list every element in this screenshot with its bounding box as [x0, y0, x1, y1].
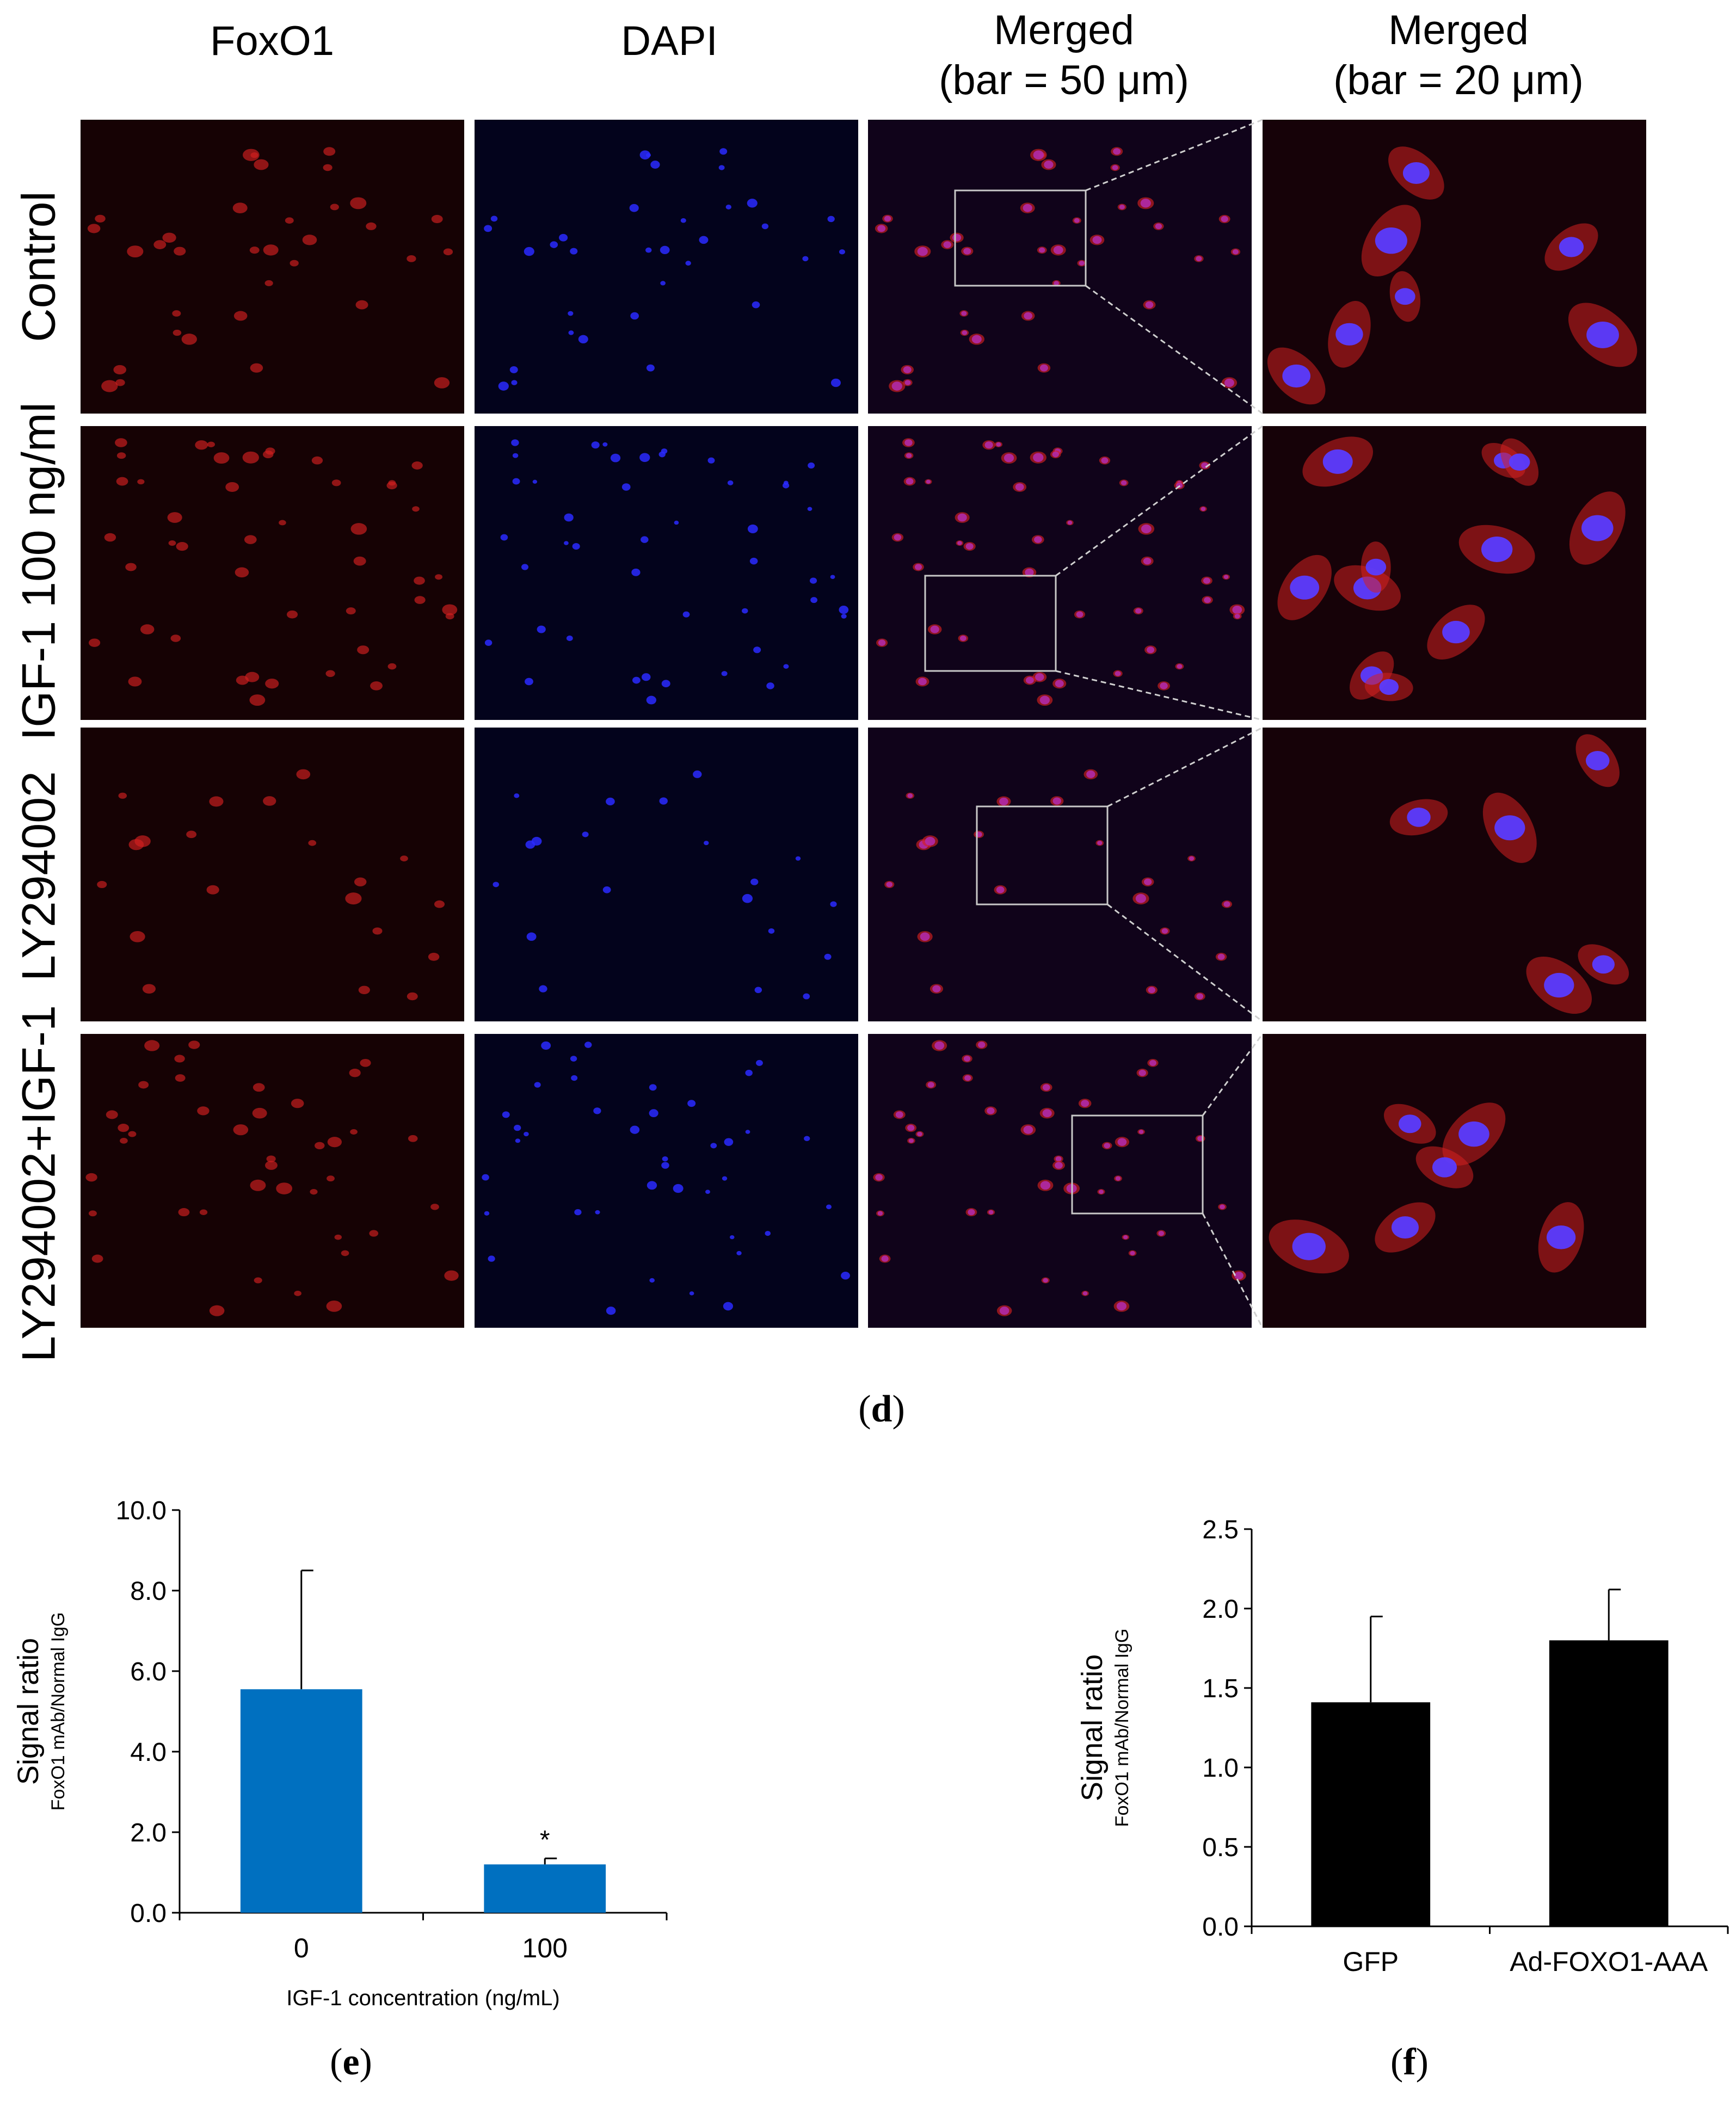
y-tick-label: 1.0: [1202, 1754, 1239, 1783]
column-header-line2: (bar = 20 μm): [1333, 57, 1584, 103]
x-axis-label: IGF-1 concentration (ng/mL): [286, 1986, 559, 2010]
micrograph-igf1-foxo1: [81, 426, 464, 720]
column-header-line1: Merged: [1388, 7, 1529, 53]
y-tick-label: 8.0: [130, 1577, 167, 1606]
x-tick-label: Ad-FOXO1-AAA: [1510, 1946, 1708, 1977]
y-tick-label: 0.0: [1202, 1913, 1239, 1942]
micrograph-igf1-merged-50: [868, 426, 1252, 720]
y-tick-label: 2.5: [1202, 1515, 1239, 1544]
micrograph-ly294002-merged-20: [1263, 728, 1646, 1021]
x-tick-label: GFP: [1343, 1946, 1399, 1977]
micrograph-ly294002-dapi: [475, 728, 858, 1021]
micrograph-igf1-merged-20: [1263, 426, 1646, 720]
micrograph-control-dapi: [475, 120, 858, 414]
y-axis-label: Signal ratio: [12, 1638, 45, 1785]
y-tick-label: 0.0: [130, 1899, 167, 1928]
row-label-text: Control: [13, 191, 65, 342]
x-tick-label: 100: [522, 1933, 568, 1963]
micrograph-ly294002-foxo1: [81, 728, 464, 1021]
y-tick-label: 2.0: [1202, 1595, 1239, 1624]
zoom-region-box: [976, 805, 1109, 905]
bar-0: [240, 1689, 362, 1913]
micrograph-control-merged-50: [868, 120, 1252, 414]
y-tick-label: 2.0: [130, 1819, 167, 1847]
y-axis-sublabel: FoxO1 mAb/Normal IgG: [48, 1612, 69, 1811]
panel-label-d-letter: d: [871, 1388, 892, 1430]
row-label-text: LY294002: [13, 771, 65, 981]
bar-GFP: [1311, 1702, 1431, 1926]
column-header-dapi: DAPI: [479, 16, 860, 66]
column-header-merged-20: Merged (bar = 20 μm): [1268, 5, 1649, 106]
micrograph-ly294002-igf1-merged-20: [1263, 1034, 1646, 1328]
y-axis-label: Signal ratio: [1076, 1654, 1109, 1801]
panel-label-f: (f): [1390, 2041, 1429, 2083]
row-label-text: IGF-1 100 ng/ml: [13, 402, 65, 741]
y-axis-sublabel: FoxO1 mAb/Normal IgG: [1112, 1629, 1132, 1827]
panel-label-e-letter: e: [342, 2041, 360, 2083]
y-tick-label: 1.5: [1202, 1674, 1239, 1703]
y-tick-label: 4.0: [130, 1738, 167, 1767]
micrograph-ly294002-igf1-merged-50: [868, 1034, 1252, 1328]
panel-label-d: (d): [858, 1388, 905, 1430]
y-tick-label: 10.0: [116, 1496, 167, 1525]
zoom-region-box: [1071, 1114, 1204, 1215]
micrograph-igf1-dapi: [475, 426, 858, 720]
significance-marker: *: [540, 1826, 550, 1855]
zoom-region-box: [924, 575, 1057, 672]
column-header-merged-50: Merged (bar = 50 μm): [873, 5, 1254, 106]
y-tick-label: 6.0: [130, 1658, 167, 1686]
micrograph-control-merged-20: [1263, 120, 1646, 414]
bar-Ad-FOXO1-AAA: [1549, 1640, 1669, 1926]
column-header-line2: (bar = 50 μm): [939, 57, 1189, 103]
column-header-line1: Merged: [994, 7, 1134, 53]
bar-100: [484, 1864, 606, 1913]
row-label-text: LY294002+IGF-1: [13, 1005, 65, 1362]
micrograph-control-foxo1: [81, 120, 464, 414]
chart-f: 0.0 0.5 1.0 1.5 2.0 2.5 GFP Ad-FOXO1-AAA Signal …: [1076, 1515, 1729, 1977]
column-header-line1: DAPI: [621, 18, 718, 64]
micrograph-ly294002-igf1-dapi: [475, 1034, 858, 1328]
micrograph-ly294002-igf1-foxo1: [81, 1034, 464, 1328]
column-header-line1: FoxO1: [210, 18, 335, 64]
micrograph-ly294002-merged-50: [868, 728, 1252, 1021]
column-header-foxo1: FoxO1: [82, 16, 463, 66]
zoom-region-box: [954, 189, 1087, 287]
y-tick-label: 0.5: [1202, 1833, 1239, 1862]
panel-label-e: (e): [330, 2041, 372, 2083]
x-tick-label: 0: [294, 1933, 309, 1963]
panel-label-f-letter: f: [1403, 2041, 1416, 2083]
chart-e: 0.0 2.0 4.0 6.0 8.0 10.0 0 100 * Signal ratio FoxO…: [12, 1496, 668, 2010]
